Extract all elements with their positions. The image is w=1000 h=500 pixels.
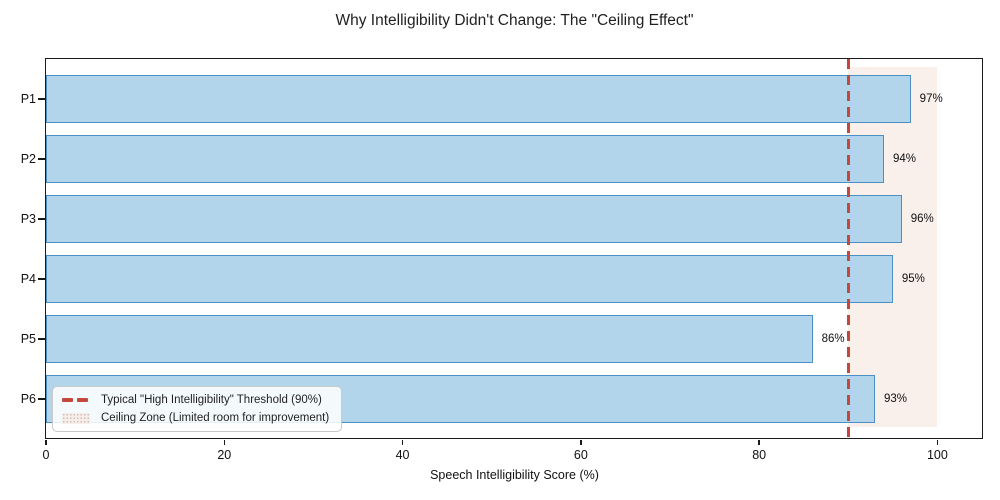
x-tick-label: 20 [217,448,232,462]
x-tick-label: 40 [395,448,410,462]
legend-label-threshold: Typical "High Intelligibility" Threshold… [101,394,322,406]
threshold-line [846,59,850,438]
y-tick-mark [38,398,45,400]
y-tick-label: P3 [20,212,36,226]
value-label: 93% [884,393,908,405]
threshold-dashed-line-swatch [62,398,92,402]
y-tick-mark [38,218,45,220]
plot-area: Typical "High Intelligibility" Threshold… [21,58,983,462]
value-label: 97% [919,93,943,105]
y-tick-label: P2 [20,152,36,166]
x-tick-mark [223,439,226,445]
dash-icon [62,398,73,402]
legend-label-ceiling-zone: Ceiling Zone (Limited room for improveme… [101,412,330,424]
legend: Typical "High Intelligibility" Threshold… [52,386,343,432]
x-tick-label: 0 [42,448,50,462]
x-tick-mark [758,439,760,445]
y-tick-label: P6 [20,392,36,406]
x-tick-mark [45,439,47,445]
bar-p2 [46,135,884,183]
y-tick-label: P5 [20,332,36,346]
value-label: 94% [892,153,916,165]
legend-item-ceiling-zone: Ceiling Zone (Limited room for improveme… [62,411,329,425]
value-label: 96% [910,213,934,225]
dash-icon [77,398,88,402]
y-tick-mark [38,158,45,160]
bar-p5 [46,315,813,363]
y-tick-mark [38,338,45,340]
x-tick-mark [580,439,582,445]
y-tick-mark [38,98,45,100]
x-tick-label: 80 [752,448,767,462]
bar-p4 [46,255,893,303]
y-tick-mark [38,278,45,280]
y-tick-label: P1 [20,92,36,106]
bar-p3 [46,195,902,243]
x-tick-mark [401,439,404,445]
chart-title: Why Intelligibility Didn't Change: The "… [335,12,694,29]
y-tick-label: P4 [20,272,36,286]
ceiling-zone-swatch [62,412,90,424]
x-tick-label: 60 [573,448,588,462]
ceiling-zone [848,67,938,427]
bar-p1 [46,75,911,123]
legend-item-threshold: Typical "High Intelligibility" Threshold… [62,393,329,407]
value-label: 86% [821,333,845,345]
x-axis-label: Speech Intelligibility Score (%) [430,468,599,482]
value-label: 95% [901,273,925,285]
x-tick-label: 100 [926,448,948,462]
x-tick-mark [936,439,939,445]
